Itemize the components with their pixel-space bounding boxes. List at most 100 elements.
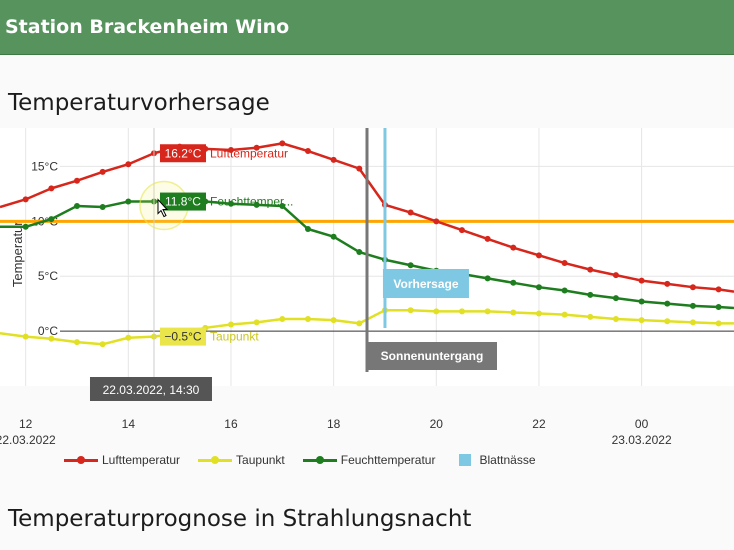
data-point-lufttemperatur — [304, 148, 311, 155]
legend-item-taupunkt[interactable]: Taupunkt — [198, 453, 285, 467]
tooltip-lufttemperatur: 16.2°C Lufttemperatur — [159, 144, 288, 163]
data-point-taupunkt — [279, 316, 286, 323]
tooltip-taupunkt-box — [159, 327, 206, 346]
data-point-taupunkt — [535, 310, 542, 317]
tooltip-taupunkt: −0.5°C Taupunkt — [159, 327, 259, 346]
x-tick-label: 22 — [532, 417, 546, 431]
data-point-feuchttemperatur — [664, 300, 671, 307]
data-point-feuchttemperatur — [73, 202, 80, 209]
data-point-lufttemperatur — [612, 272, 619, 279]
legend-item-feuchttemperatur[interactable]: Feuchttemperatur — [302, 453, 436, 467]
app-header: Station Brackenheim Wino — [0, 0, 734, 55]
data-point-taupunkt — [125, 334, 132, 341]
data-point-feuchttemperatur — [330, 233, 337, 240]
data-point-taupunkt — [484, 308, 491, 315]
legend-label-taupunkt: Taupunkt — [236, 453, 285, 467]
data-point-taupunkt — [356, 320, 363, 327]
section-title-forecast: Temperaturvorhersage — [8, 90, 270, 116]
legend-swatch-taupunkt — [198, 454, 233, 466]
data-point-taupunkt — [227, 321, 234, 328]
legend-label-blattnaesse: Blattnässe — [479, 453, 536, 467]
cursor-hand-icon — [157, 198, 169, 218]
x-tick-label: 12 — [19, 417, 33, 431]
x-date-label: 22.03.2022 — [0, 433, 56, 447]
data-point-lufttemperatur — [458, 227, 465, 234]
data-point-lufttemperatur — [279, 140, 286, 147]
data-point-feuchttemperatur — [561, 287, 568, 294]
tooltip-feuchttemperatur-series: Feuchttemper... — [210, 195, 293, 209]
y-tick-label: 15°C — [31, 159, 58, 173]
y-axis-title: Temperatur — [10, 221, 25, 287]
data-point-lufttemperatur — [433, 218, 440, 225]
data-point-feuchttemperatur — [356, 249, 363, 256]
data-point-feuchttemperatur — [227, 200, 234, 207]
data-point-lufttemperatur — [253, 144, 260, 151]
data-point-taupunkt — [253, 319, 260, 326]
series-line-taupunkt — [0, 308, 734, 346]
data-point-lufttemperatur — [664, 280, 671, 287]
section-title-radiation-night: Temperaturprognose in Strahlungsnacht — [8, 506, 472, 532]
temperature-chart[interactable]: 12 14 16 18 20 22 00 22.03.2022 23.03.2022 0°C 5°C… — [0, 128, 734, 472]
data-point-taupunkt — [330, 317, 337, 324]
forecast-label: Vorhersage — [393, 277, 458, 291]
data-point-taupunkt — [304, 316, 311, 323]
tooltip-time: 22.03.2022, 14:30 — [103, 383, 200, 397]
forecast-label-box — [382, 269, 469, 298]
data-point-feuchttemperatur — [407, 262, 414, 269]
data-point-taupunkt — [638, 317, 645, 324]
data-point-feuchttemperatur — [22, 223, 29, 230]
y-tick-label: 5°C — [38, 269, 58, 283]
data-point-taupunkt — [715, 320, 722, 327]
tooltip-lufttemperatur-value: 16.2°C — [165, 146, 202, 160]
data-point-taupunkt — [433, 308, 440, 315]
tooltip-feuchttemperatur-box — [159, 192, 206, 211]
data-point-lufttemperatur — [48, 185, 55, 192]
legend-label-lufttemperatur: Lufttemperatur — [102, 453, 181, 467]
data-point-taupunkt — [664, 318, 671, 325]
data-point-lufttemperatur — [689, 284, 696, 291]
data-point-feuchttemperatur — [48, 216, 55, 223]
data-point-feuchttemperatur — [535, 284, 542, 291]
data-point-lufttemperatur — [535, 252, 542, 259]
legend-swatch-feuchttemperatur — [302, 454, 337, 466]
legend-item-blattnaesse[interactable]: Blattnässe — [453, 453, 536, 467]
data-point-lufttemperatur — [125, 161, 132, 168]
data-point-taupunkt — [458, 308, 465, 315]
data-point-taupunkt — [99, 341, 106, 348]
tooltip-lufttemperatur-series: Lufttemperatur — [210, 146, 288, 160]
tooltip-lufttemperatur-box — [159, 144, 206, 163]
data-point-lufttemperatur — [73, 177, 80, 184]
legend-label-feuchttemperatur: Feuchttemperatur — [340, 453, 436, 467]
sunset-label: Sonnenuntergang — [381, 349, 484, 363]
series-line-lufttemperatur — [0, 142, 734, 293]
data-point-feuchttemperatur — [304, 226, 311, 233]
data-point-feuchttemperatur — [612, 295, 619, 302]
data-point-taupunkt — [561, 311, 568, 318]
data-point-feuchttemperatur — [638, 298, 645, 305]
data-point-feuchttemperatur — [689, 302, 696, 309]
data-point-lufttemperatur — [99, 168, 106, 175]
data-point-lufttemperatur — [587, 266, 594, 273]
x-tick-label: 14 — [122, 417, 136, 431]
data-point-taupunkt — [73, 339, 80, 346]
chart-legend: Lufttemperatur Taupunkt Feuchttemperatur… — [64, 451, 554, 469]
x-tick-label: 00 — [635, 417, 649, 431]
tooltip-taupunkt-series: Taupunkt — [210, 330, 259, 344]
series-line-feuchttemperatur — [0, 200, 734, 310]
x-tick-label: 18 — [327, 417, 341, 431]
legend-item-lufttemperatur[interactable]: Lufttemperatur — [64, 453, 180, 467]
x-date-label: 23.03.2022 — [612, 433, 672, 447]
x-tick-label: 20 — [430, 417, 444, 431]
data-point-lufttemperatur — [715, 286, 722, 293]
data-point-lufttemperatur — [330, 156, 337, 163]
tooltip-time-box — [89, 377, 212, 401]
data-point-lufttemperatur — [356, 165, 363, 172]
legend-swatch-lufttemperatur — [64, 454, 98, 466]
data-point-feuchttemperatur — [125, 198, 132, 205]
tooltip-feuchttemperatur-value: 11.8°C — [165, 195, 201, 209]
data-point-lufttemperatur — [484, 235, 491, 242]
legend-swatch-blattnaesse — [459, 454, 472, 466]
data-point-feuchttemperatur — [253, 201, 260, 208]
tooltip-taupunkt-value: −0.5°C — [164, 330, 201, 344]
chart-svg[interactable]: 12 14 16 18 20 22 00 22.03.2022 23.03.2022 0°C 5°C… — [0, 128, 734, 472]
